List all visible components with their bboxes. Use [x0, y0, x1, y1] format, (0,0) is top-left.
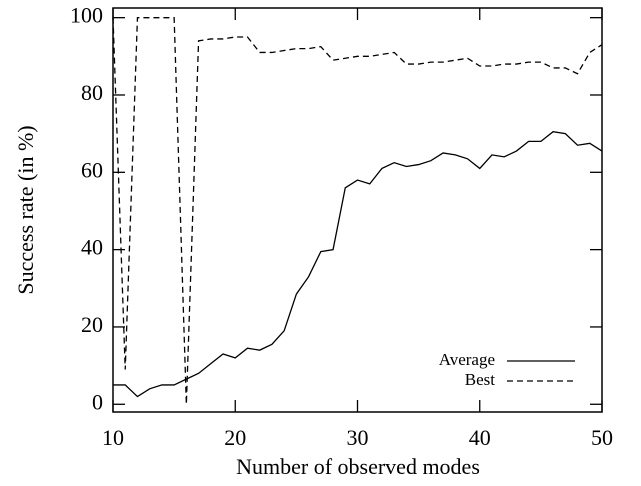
y-tick-label: 20 [81, 312, 103, 337]
x-axis-title: Number of observed modes [236, 454, 480, 479]
y-tick-label: 60 [81, 157, 103, 182]
y-tick-label: 80 [81, 80, 103, 105]
y-tick-label: 0 [92, 389, 103, 414]
x-tick-label: 40 [469, 425, 491, 450]
series-line [113, 131, 603, 398]
y-axis-title: Success rate (in %) [13, 125, 38, 294]
plot-frame [112, 7, 603, 413]
y-tick-label: 40 [81, 235, 103, 260]
x-tick-label: 10 [102, 425, 124, 450]
y-tick-label: 100 [70, 3, 103, 28]
x-tick-label: 30 [347, 425, 369, 450]
series-line [112, 17, 603, 405]
legend-label: Average [439, 350, 495, 369]
x-tick-label: 20 [224, 425, 246, 450]
legend-label: Best [465, 370, 496, 389]
x-tick-label: 50 [591, 425, 613, 450]
